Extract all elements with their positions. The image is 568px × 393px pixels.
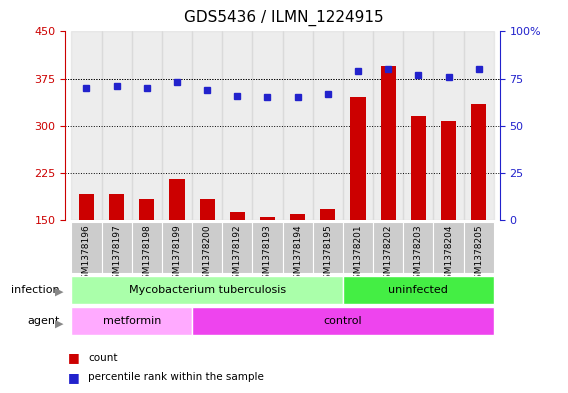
FancyBboxPatch shape bbox=[313, 222, 343, 273]
Bar bbox=[109, 194, 124, 220]
Text: GSM1378201: GSM1378201 bbox=[353, 224, 362, 285]
Text: GSM1378194: GSM1378194 bbox=[293, 224, 302, 285]
Bar bbox=[463, 31, 494, 220]
Bar bbox=[169, 179, 185, 220]
FancyBboxPatch shape bbox=[403, 222, 433, 273]
Text: ■: ■ bbox=[68, 371, 80, 384]
FancyBboxPatch shape bbox=[343, 276, 494, 304]
FancyBboxPatch shape bbox=[72, 307, 192, 336]
Text: ■: ■ bbox=[68, 351, 80, 364]
FancyBboxPatch shape bbox=[162, 222, 192, 273]
Bar bbox=[222, 31, 252, 220]
Bar bbox=[162, 31, 192, 220]
Text: GDS5436 / ILMN_1224915: GDS5436 / ILMN_1224915 bbox=[184, 10, 384, 26]
Bar bbox=[283, 31, 313, 220]
Bar bbox=[471, 104, 486, 220]
Bar bbox=[132, 31, 162, 220]
Bar bbox=[373, 31, 403, 220]
Text: control: control bbox=[324, 316, 362, 326]
Text: GSM1378205: GSM1378205 bbox=[474, 224, 483, 285]
Bar bbox=[403, 31, 433, 220]
FancyBboxPatch shape bbox=[283, 222, 313, 273]
Text: GSM1378198: GSM1378198 bbox=[143, 224, 151, 285]
Bar bbox=[72, 31, 102, 220]
Text: uninfected: uninfected bbox=[389, 285, 448, 295]
FancyBboxPatch shape bbox=[132, 222, 162, 273]
Bar bbox=[290, 214, 305, 220]
Bar bbox=[79, 194, 94, 220]
Text: ▶: ▶ bbox=[55, 287, 64, 297]
Text: GSM1378202: GSM1378202 bbox=[384, 224, 392, 285]
FancyBboxPatch shape bbox=[102, 222, 132, 273]
Bar bbox=[102, 31, 132, 220]
FancyBboxPatch shape bbox=[222, 222, 252, 273]
Text: GSM1378203: GSM1378203 bbox=[414, 224, 423, 285]
FancyBboxPatch shape bbox=[252, 222, 283, 273]
Bar bbox=[230, 212, 245, 220]
Text: metformin: metformin bbox=[102, 316, 161, 326]
FancyBboxPatch shape bbox=[463, 222, 494, 273]
FancyBboxPatch shape bbox=[192, 307, 494, 336]
Bar bbox=[192, 31, 222, 220]
Bar bbox=[433, 31, 463, 220]
Bar bbox=[441, 121, 456, 220]
Bar bbox=[199, 199, 215, 220]
Bar bbox=[320, 209, 335, 220]
FancyBboxPatch shape bbox=[192, 222, 222, 273]
Text: GSM1378195: GSM1378195 bbox=[323, 224, 332, 285]
Text: count: count bbox=[88, 353, 118, 363]
Bar bbox=[260, 217, 275, 220]
Bar bbox=[350, 97, 366, 220]
Text: GSM1378193: GSM1378193 bbox=[263, 224, 272, 285]
Bar bbox=[252, 31, 283, 220]
Bar bbox=[139, 199, 154, 220]
Text: GSM1378196: GSM1378196 bbox=[82, 224, 91, 285]
Text: GSM1378200: GSM1378200 bbox=[203, 224, 212, 285]
Text: agent: agent bbox=[27, 316, 60, 326]
Text: percentile rank within the sample: percentile rank within the sample bbox=[88, 372, 264, 382]
FancyBboxPatch shape bbox=[72, 222, 102, 273]
FancyBboxPatch shape bbox=[373, 222, 403, 273]
FancyBboxPatch shape bbox=[343, 222, 373, 273]
Text: Mycobacterium tuberculosis: Mycobacterium tuberculosis bbox=[128, 285, 286, 295]
Bar bbox=[343, 31, 373, 220]
Bar bbox=[381, 66, 396, 220]
Text: GSM1378197: GSM1378197 bbox=[112, 224, 121, 285]
Text: infection: infection bbox=[11, 285, 60, 295]
Text: GSM1378204: GSM1378204 bbox=[444, 224, 453, 285]
FancyBboxPatch shape bbox=[72, 276, 343, 304]
Bar bbox=[411, 116, 426, 220]
Text: GSM1378199: GSM1378199 bbox=[173, 224, 181, 285]
Text: ▶: ▶ bbox=[55, 318, 64, 328]
Text: GSM1378192: GSM1378192 bbox=[233, 224, 242, 285]
Bar bbox=[313, 31, 343, 220]
FancyBboxPatch shape bbox=[433, 222, 463, 273]
